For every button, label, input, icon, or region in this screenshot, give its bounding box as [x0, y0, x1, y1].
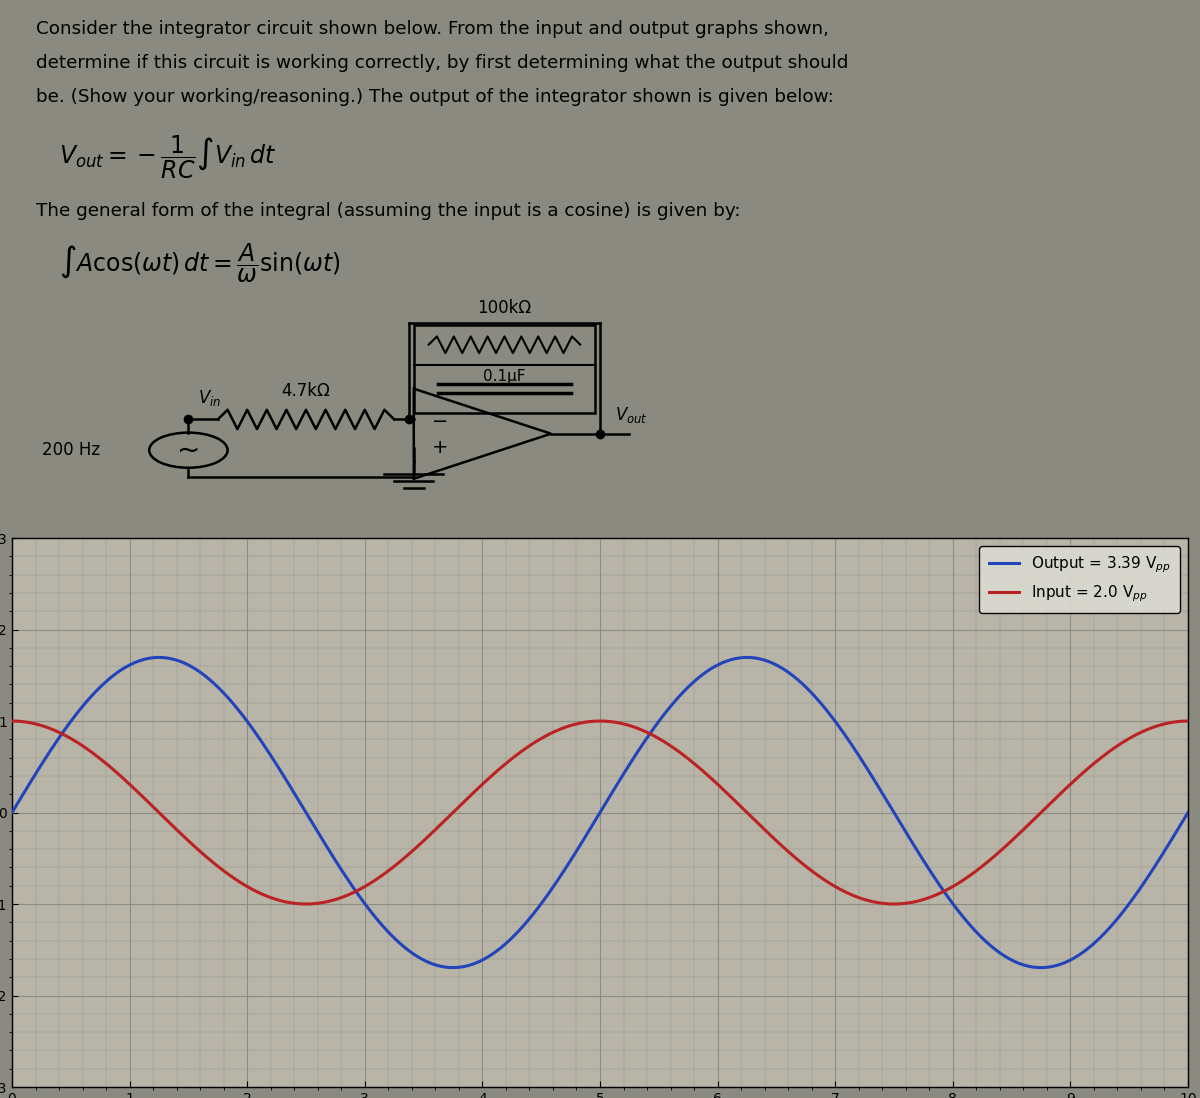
Text: determine if this circuit is working correctly, by first determining what the ou: determine if this circuit is working cor…: [36, 54, 848, 72]
Text: Consider the integrator circuit shown below. From the input and output graphs sh: Consider the integrator circuit shown be…: [36, 20, 828, 38]
Bar: [414, 325, 595, 413]
Text: $+$: $+$: [432, 438, 448, 458]
Text: 0.1μF: 0.1μF: [484, 369, 526, 384]
Legend: Output = 3.39 V$_{pp}$, Input = 2.0 V$_{pp}$: Output = 3.39 V$_{pp}$, Input = 2.0 V$_{…: [979, 546, 1181, 613]
Text: $V_{out}$: $V_{out}$: [614, 405, 648, 425]
Text: $-$: $-$: [432, 410, 448, 429]
Text: ~: ~: [176, 436, 200, 464]
Text: The general form of the integral (assuming the input is a cosine) is given by:: The general form of the integral (assumi…: [36, 202, 740, 220]
Text: 200 Hz: 200 Hz: [42, 441, 100, 459]
Text: $V_{in}$: $V_{in}$: [198, 389, 221, 408]
Text: 4.7kΩ: 4.7kΩ: [282, 382, 330, 400]
Text: 100kΩ: 100kΩ: [478, 299, 532, 317]
Text: $\int A\cos(\omega t)\,dt = \dfrac{A}{\omega}\sin(\omega t)$: $\int A\cos(\omega t)\,dt = \dfrac{A}{\o…: [59, 242, 341, 285]
Text: $V_{out} = -\dfrac{1}{RC}\int V_{in}\,dt$: $V_{out} = -\dfrac{1}{RC}\int V_{in}\,dt…: [59, 134, 277, 181]
Text: be. (Show your working/reasoning.) The output of the integrator shown is given b: be. (Show your working/reasoning.) The o…: [36, 88, 833, 105]
